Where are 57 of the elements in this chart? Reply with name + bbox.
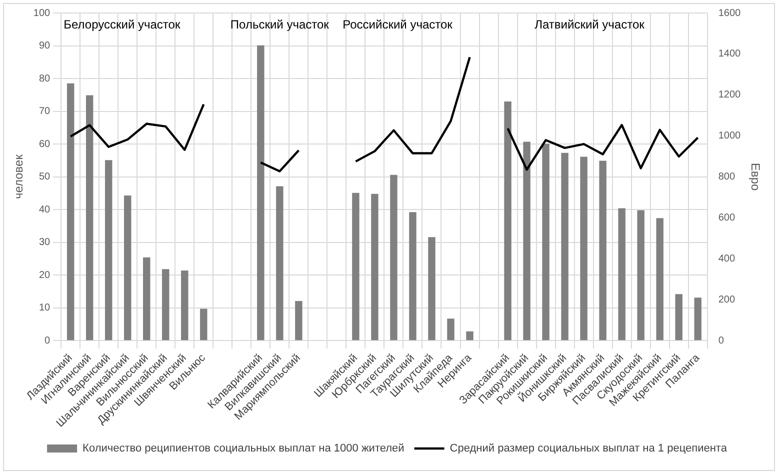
y2-tick-label: 1600 <box>718 8 742 19</box>
y2-tick-label: 400 <box>718 253 736 264</box>
y-tick-label: 80 <box>38 73 51 84</box>
bar <box>371 194 378 340</box>
legend-label: Количество реципиентов социальных выплат на 1000 жителей <box>82 442 404 455</box>
bar <box>428 237 436 340</box>
bar <box>618 208 626 340</box>
bar <box>542 144 550 340</box>
annotation: Российский участок <box>342 17 454 32</box>
bar <box>124 195 132 340</box>
bar <box>580 156 588 340</box>
bar <box>257 45 264 340</box>
bar <box>390 174 398 340</box>
bar <box>447 318 454 340</box>
bar <box>104 160 112 340</box>
y2-tick-label: 600 <box>718 212 736 224</box>
y-tick-label: 30 <box>38 237 51 248</box>
y2-tick-label: 800 <box>718 172 736 183</box>
y-tick-label: 10 <box>38 302 51 314</box>
y-tick-label: 60 <box>38 138 51 150</box>
annotation: Польский участок <box>230 17 330 32</box>
bar <box>200 308 208 340</box>
bar <box>181 270 188 340</box>
y2-axis-title: Евро <box>748 162 762 191</box>
annotation: Латвийский участок <box>534 17 646 32</box>
bar <box>561 152 568 340</box>
y2-tick-label: 0 <box>718 335 724 346</box>
bar <box>86 95 94 340</box>
bar <box>523 142 530 340</box>
annotation: Белорусский участок <box>64 17 181 32</box>
y-tick-label: 100 <box>33 8 51 19</box>
bar <box>694 298 702 340</box>
legend-label: Средний размер социальных выплат на 1 рецепиента <box>450 442 728 455</box>
bar <box>276 186 284 340</box>
bar <box>66 83 74 340</box>
y-tick-label: 50 <box>38 172 51 183</box>
y2-tick-label: 1000 <box>718 130 742 142</box>
y2-tick-label: 200 <box>718 294 736 306</box>
bar <box>466 331 474 340</box>
bar <box>675 294 682 340</box>
y-axis-title: человек <box>12 154 26 200</box>
bar <box>637 210 644 340</box>
bar <box>143 257 150 340</box>
y2-tick-label: 1200 <box>718 90 742 101</box>
bar <box>656 218 664 340</box>
y-tick-label: 90 <box>38 40 51 52</box>
y-tick-label: 0 <box>44 335 51 346</box>
bar <box>599 160 606 340</box>
y-tick-label: 20 <box>38 270 51 281</box>
y-tick-label: 70 <box>38 106 51 118</box>
bar <box>409 212 416 340</box>
bar <box>504 101 512 340</box>
y2-tick-label: 1400 <box>718 48 742 60</box>
bar <box>162 269 170 340</box>
bar <box>352 192 360 340</box>
y-tick-label: 40 <box>38 204 51 216</box>
bar <box>295 300 302 340</box>
